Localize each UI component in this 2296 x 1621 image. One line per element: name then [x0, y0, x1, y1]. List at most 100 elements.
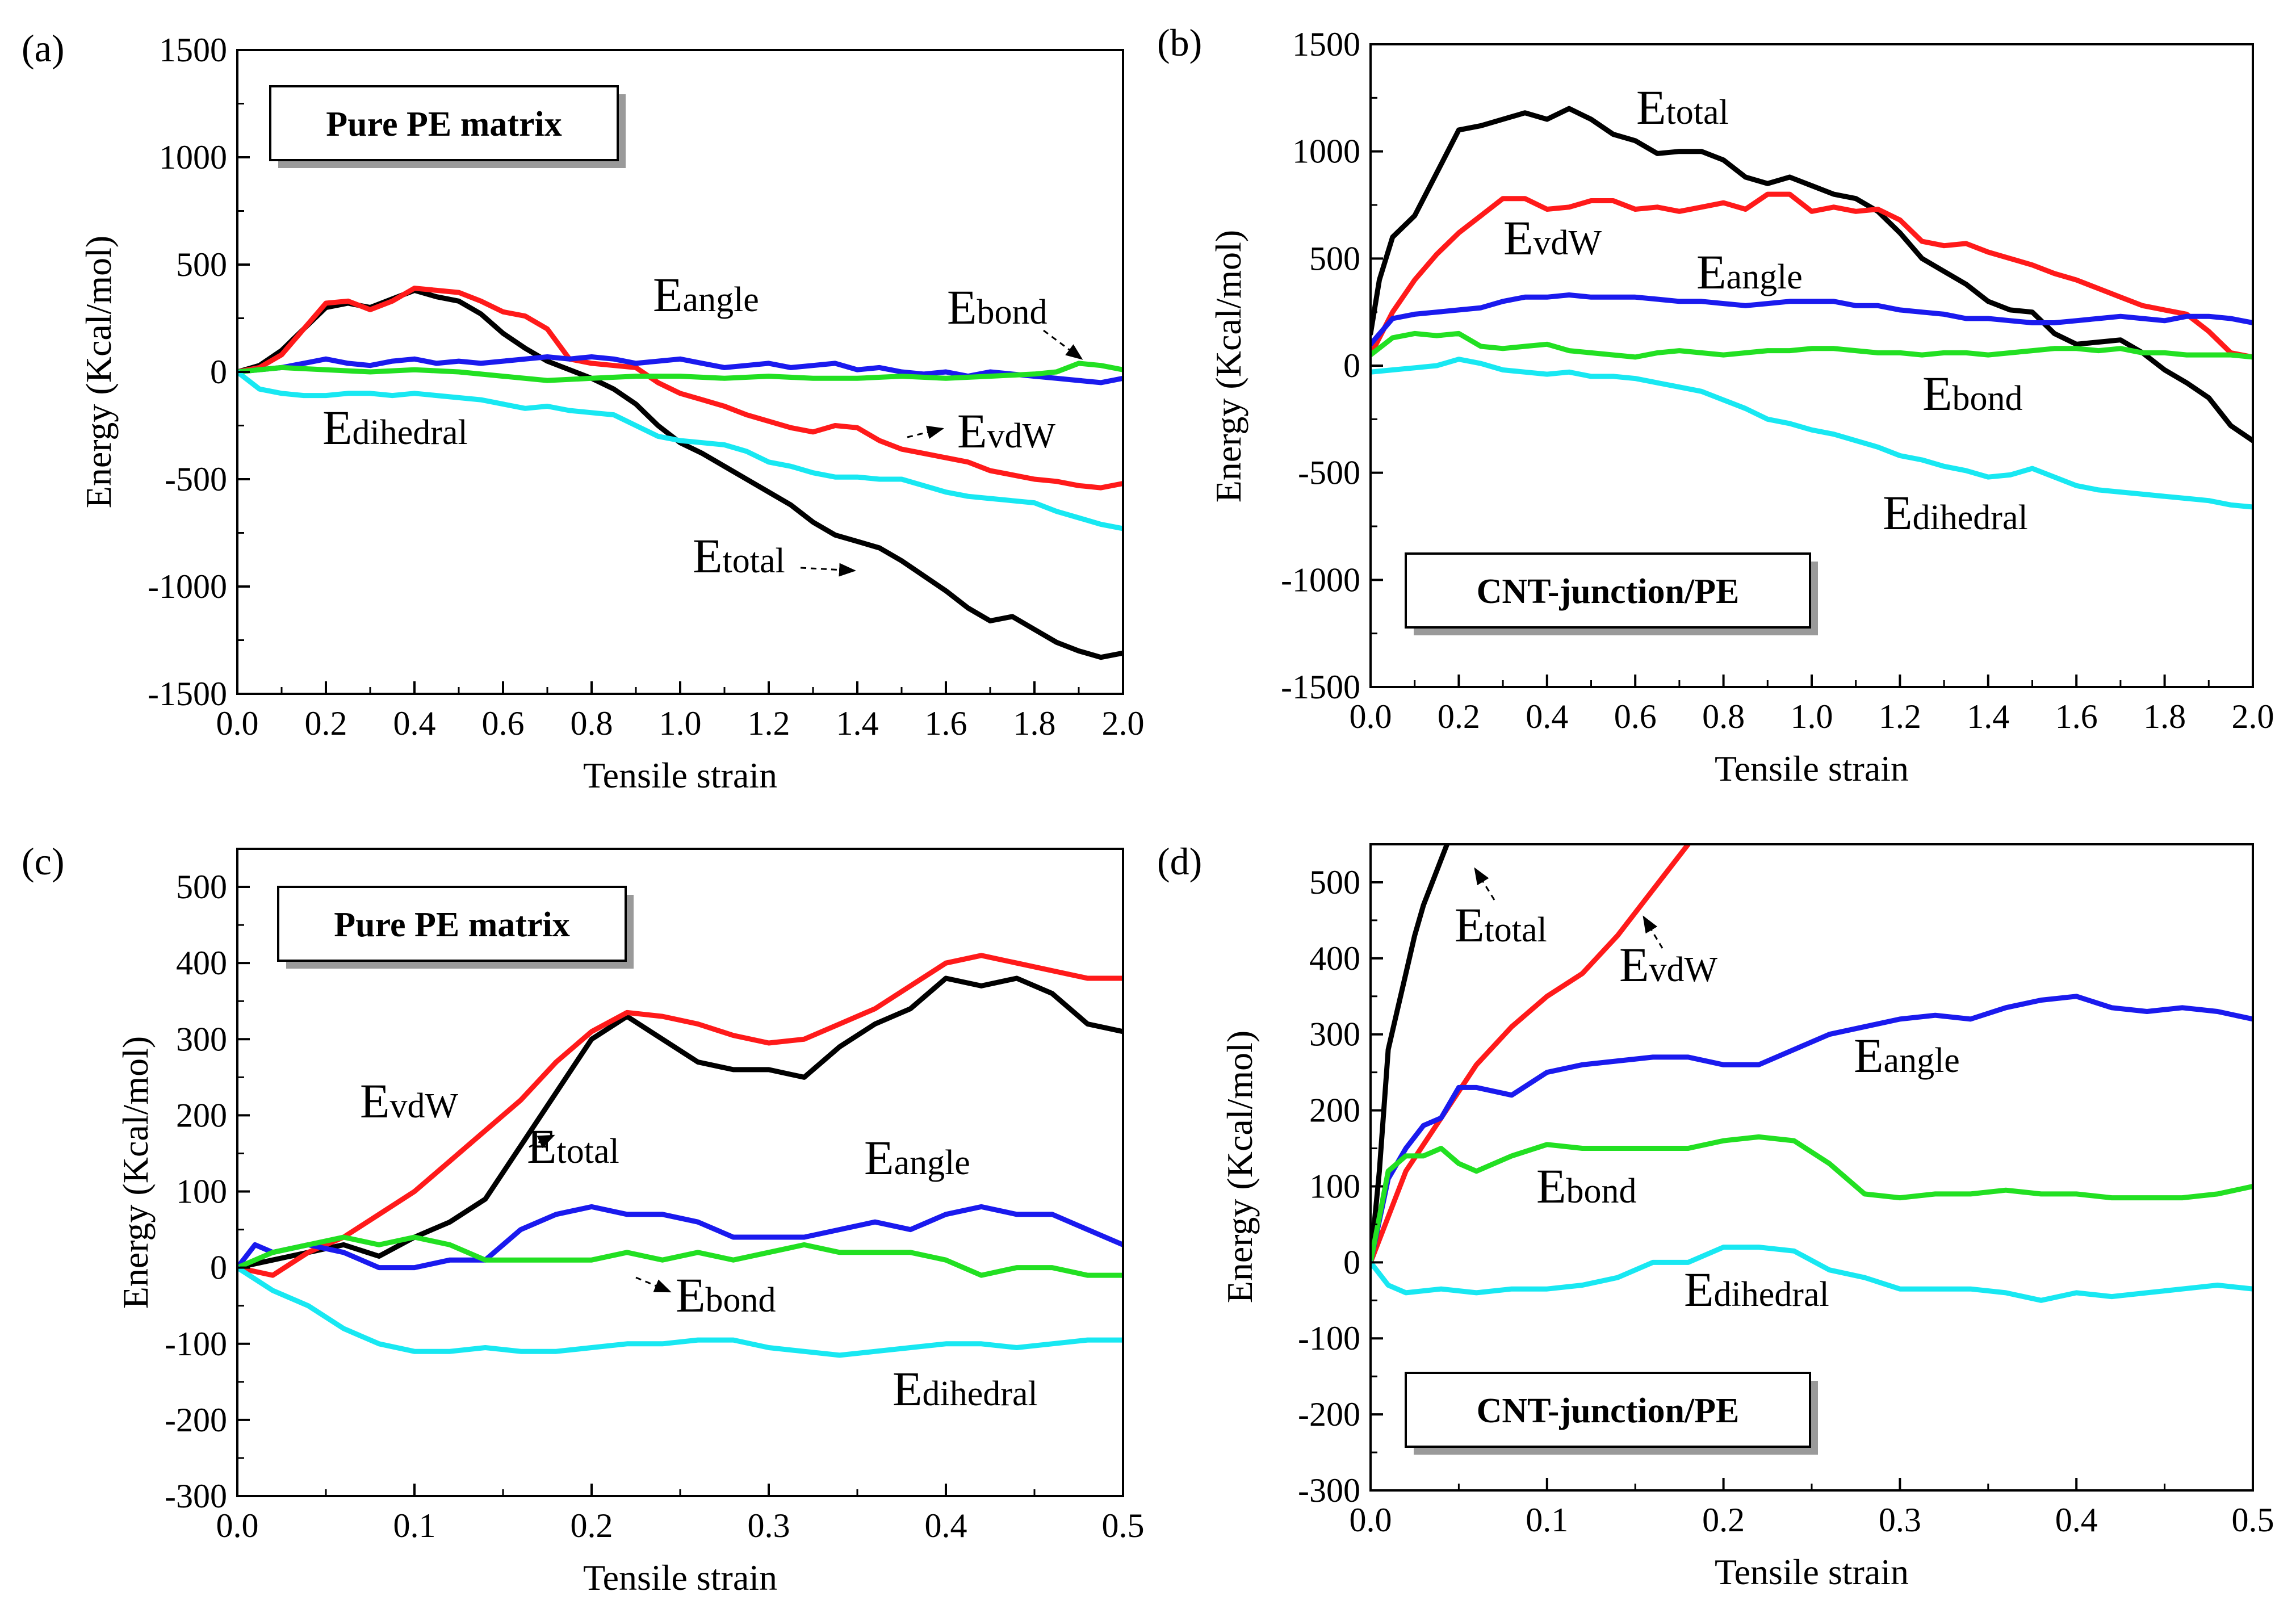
- x-tick-label: 0.8: [571, 705, 613, 742]
- x-tick-label: 0.2: [1438, 698, 1480, 735]
- x-axis-label: Tensile strain: [1715, 748, 1909, 789]
- series-line-ebond: [1371, 330, 2253, 360]
- y-axis-label: Energy (Kcal/mol): [1220, 1031, 1260, 1303]
- panel-label: (a): [22, 27, 64, 70]
- annotation-etotal: Etotal: [1455, 898, 1547, 952]
- series-line-edihedral: [1371, 357, 2253, 510]
- y-tick-label: 300: [1309, 1016, 1360, 1053]
- y-tick-label: 1500: [1292, 26, 1360, 63]
- series-line-eangle: [1371, 994, 2253, 1265]
- x-tick-label: 0.0: [216, 1507, 259, 1544]
- label-box: [269, 85, 619, 161]
- annotation-eangle: Eangle: [864, 1130, 970, 1185]
- y-tick-label: -1000: [1281, 561, 1360, 598]
- series-line-etotal: [237, 975, 1123, 1271]
- series-line-eangle: [237, 1204, 1123, 1271]
- x-tick-label: 1.0: [659, 705, 702, 742]
- y-tick-label: -1500: [148, 675, 227, 713]
- panel-label: (d): [1157, 840, 1202, 883]
- y-tick-label: 0: [210, 353, 227, 391]
- annotation-ebond: Ebond: [676, 1268, 776, 1322]
- series-line-edihedral: [1371, 1245, 2253, 1303]
- y-tick-label: -100: [165, 1325, 227, 1363]
- x-tick-label: 0.2: [1702, 1501, 1745, 1539]
- y-tick-label: 300: [176, 1020, 227, 1058]
- x-tick-label: 1.4: [1967, 698, 2009, 735]
- annotation-etotal: Etotal: [1636, 80, 1729, 135]
- x-tick-label: 0.5: [1102, 1507, 1145, 1544]
- x-tick-label: 0.3: [748, 1507, 790, 1544]
- series-line-etotal: [237, 287, 1123, 660]
- y-tick-label: 1000: [1292, 133, 1360, 170]
- x-tick-label: 0.4: [2055, 1501, 2098, 1539]
- y-tick-label: 200: [1309, 1092, 1360, 1129]
- annotation-edihedral: Edihedral: [322, 400, 468, 455]
- annotation-edihedral: Edihedral: [1684, 1262, 1829, 1317]
- annotation-edihedral: Edihedral: [893, 1362, 1038, 1416]
- annotation-ebond: Ebond: [947, 280, 1048, 334]
- label-box-text: Pure PE matrix: [326, 105, 562, 144]
- series-line-evdw: [237, 953, 1123, 1278]
- y-axis-label: Energy (Kcal/mol): [1208, 230, 1248, 502]
- x-tick-label: 0.0: [1350, 698, 1392, 735]
- x-tick-label: 1.2: [748, 705, 790, 742]
- annotation-etotal: Etotal: [693, 529, 785, 583]
- x-tick-label: 1.6: [925, 705, 967, 742]
- series-line-edihedral: [237, 1265, 1123, 1358]
- annotation-ebond: Ebond: [1536, 1159, 1637, 1213]
- x-tick-label: 0.0: [216, 705, 259, 742]
- panel-d: 0.0 0.1 0.2 0.3 0.4 0.5 500 400 300 200 100 0 -100 -2…: [1157, 840, 2274, 1592]
- y-axis-label: Energy (Kcal/mol): [115, 1036, 156, 1309]
- panel-label: (b): [1157, 21, 1202, 64]
- x-tick-label: 0.8: [1702, 698, 1745, 735]
- x-tick-label: 0.5: [2232, 1501, 2274, 1539]
- series-line-ebond: [237, 1234, 1123, 1278]
- x-tick-label: 2.0: [1102, 705, 1145, 742]
- y-tick-label: 200: [176, 1096, 227, 1134]
- annotation-evdw: EvdW: [1503, 211, 1602, 265]
- y-tick-label: -300: [165, 1477, 227, 1515]
- x-axis-label: Tensile strain: [583, 755, 777, 795]
- y-tick-label: -1000: [148, 568, 227, 605]
- label-box: [277, 886, 627, 962]
- y-tick-label: -500: [165, 460, 227, 498]
- x-tick-label: 0.4: [393, 705, 436, 742]
- x-tick-label: 0.3: [1879, 1501, 1921, 1539]
- x-tick-label: 0.2: [571, 1507, 613, 1544]
- x-tick-label: 0.6: [1614, 698, 1657, 735]
- panel-a: 0.0 0.2 0.4 0.6 0.8 1.0 1.2 1.4 1.6 1.8 2.0 1500 100…: [22, 27, 1145, 795]
- annotation-arrow: [1474, 867, 1495, 900]
- y-tick-label: 100: [176, 1173, 227, 1210]
- series-line-ebond: [1371, 1134, 2253, 1265]
- annotation-ebond: Ebond: [1922, 366, 2023, 421]
- series-line-etotal: [1371, 106, 2253, 443]
- y-tick-label: 1500: [159, 31, 227, 69]
- panel-label: (c): [22, 840, 64, 883]
- series-line-edihedral: [237, 369, 1123, 531]
- series-line-evdw: [1371, 191, 2253, 360]
- y-tick-label: 0: [210, 1249, 227, 1287]
- series-line-eangle: [1371, 292, 2253, 347]
- y-tick-label: 100: [1309, 1167, 1360, 1205]
- x-tick-label: 0.4: [925, 1507, 967, 1544]
- x-tick-label: 1.6: [2055, 698, 2098, 735]
- x-tick-label: 1.8: [2143, 698, 2186, 735]
- y-tick-label: 400: [176, 944, 227, 982]
- series-line-ebond: [237, 361, 1123, 383]
- label-box-text: CNT-junction/PE: [1477, 1392, 1740, 1430]
- x-axis-label: Tensile strain: [583, 1557, 777, 1598]
- label-box-text: CNT-junction/PE: [1477, 572, 1740, 611]
- x-tick-label: 0.0: [1350, 1501, 1392, 1539]
- x-tick-label: 0.1: [393, 1507, 436, 1544]
- label-box: [1405, 552, 1811, 629]
- panel-c: 0.0 0.1 0.2 0.3 0.4 0.5 500 400 300 200 100 0 -100 -2…: [22, 840, 1145, 1598]
- annotation-edihedral: Edihedral: [1883, 485, 2028, 540]
- y-tick-label: -500: [1298, 454, 1360, 492]
- x-tick-label: 0.2: [305, 705, 347, 742]
- annotation-arrow: [529, 1134, 555, 1149]
- annotation-eangle: Eangle: [1854, 1028, 1960, 1083]
- x-tick-label: 2.0: [2232, 698, 2274, 735]
- label-box-text: Pure PE matrix: [334, 906, 570, 944]
- y-tick-label: 500: [176, 246, 227, 283]
